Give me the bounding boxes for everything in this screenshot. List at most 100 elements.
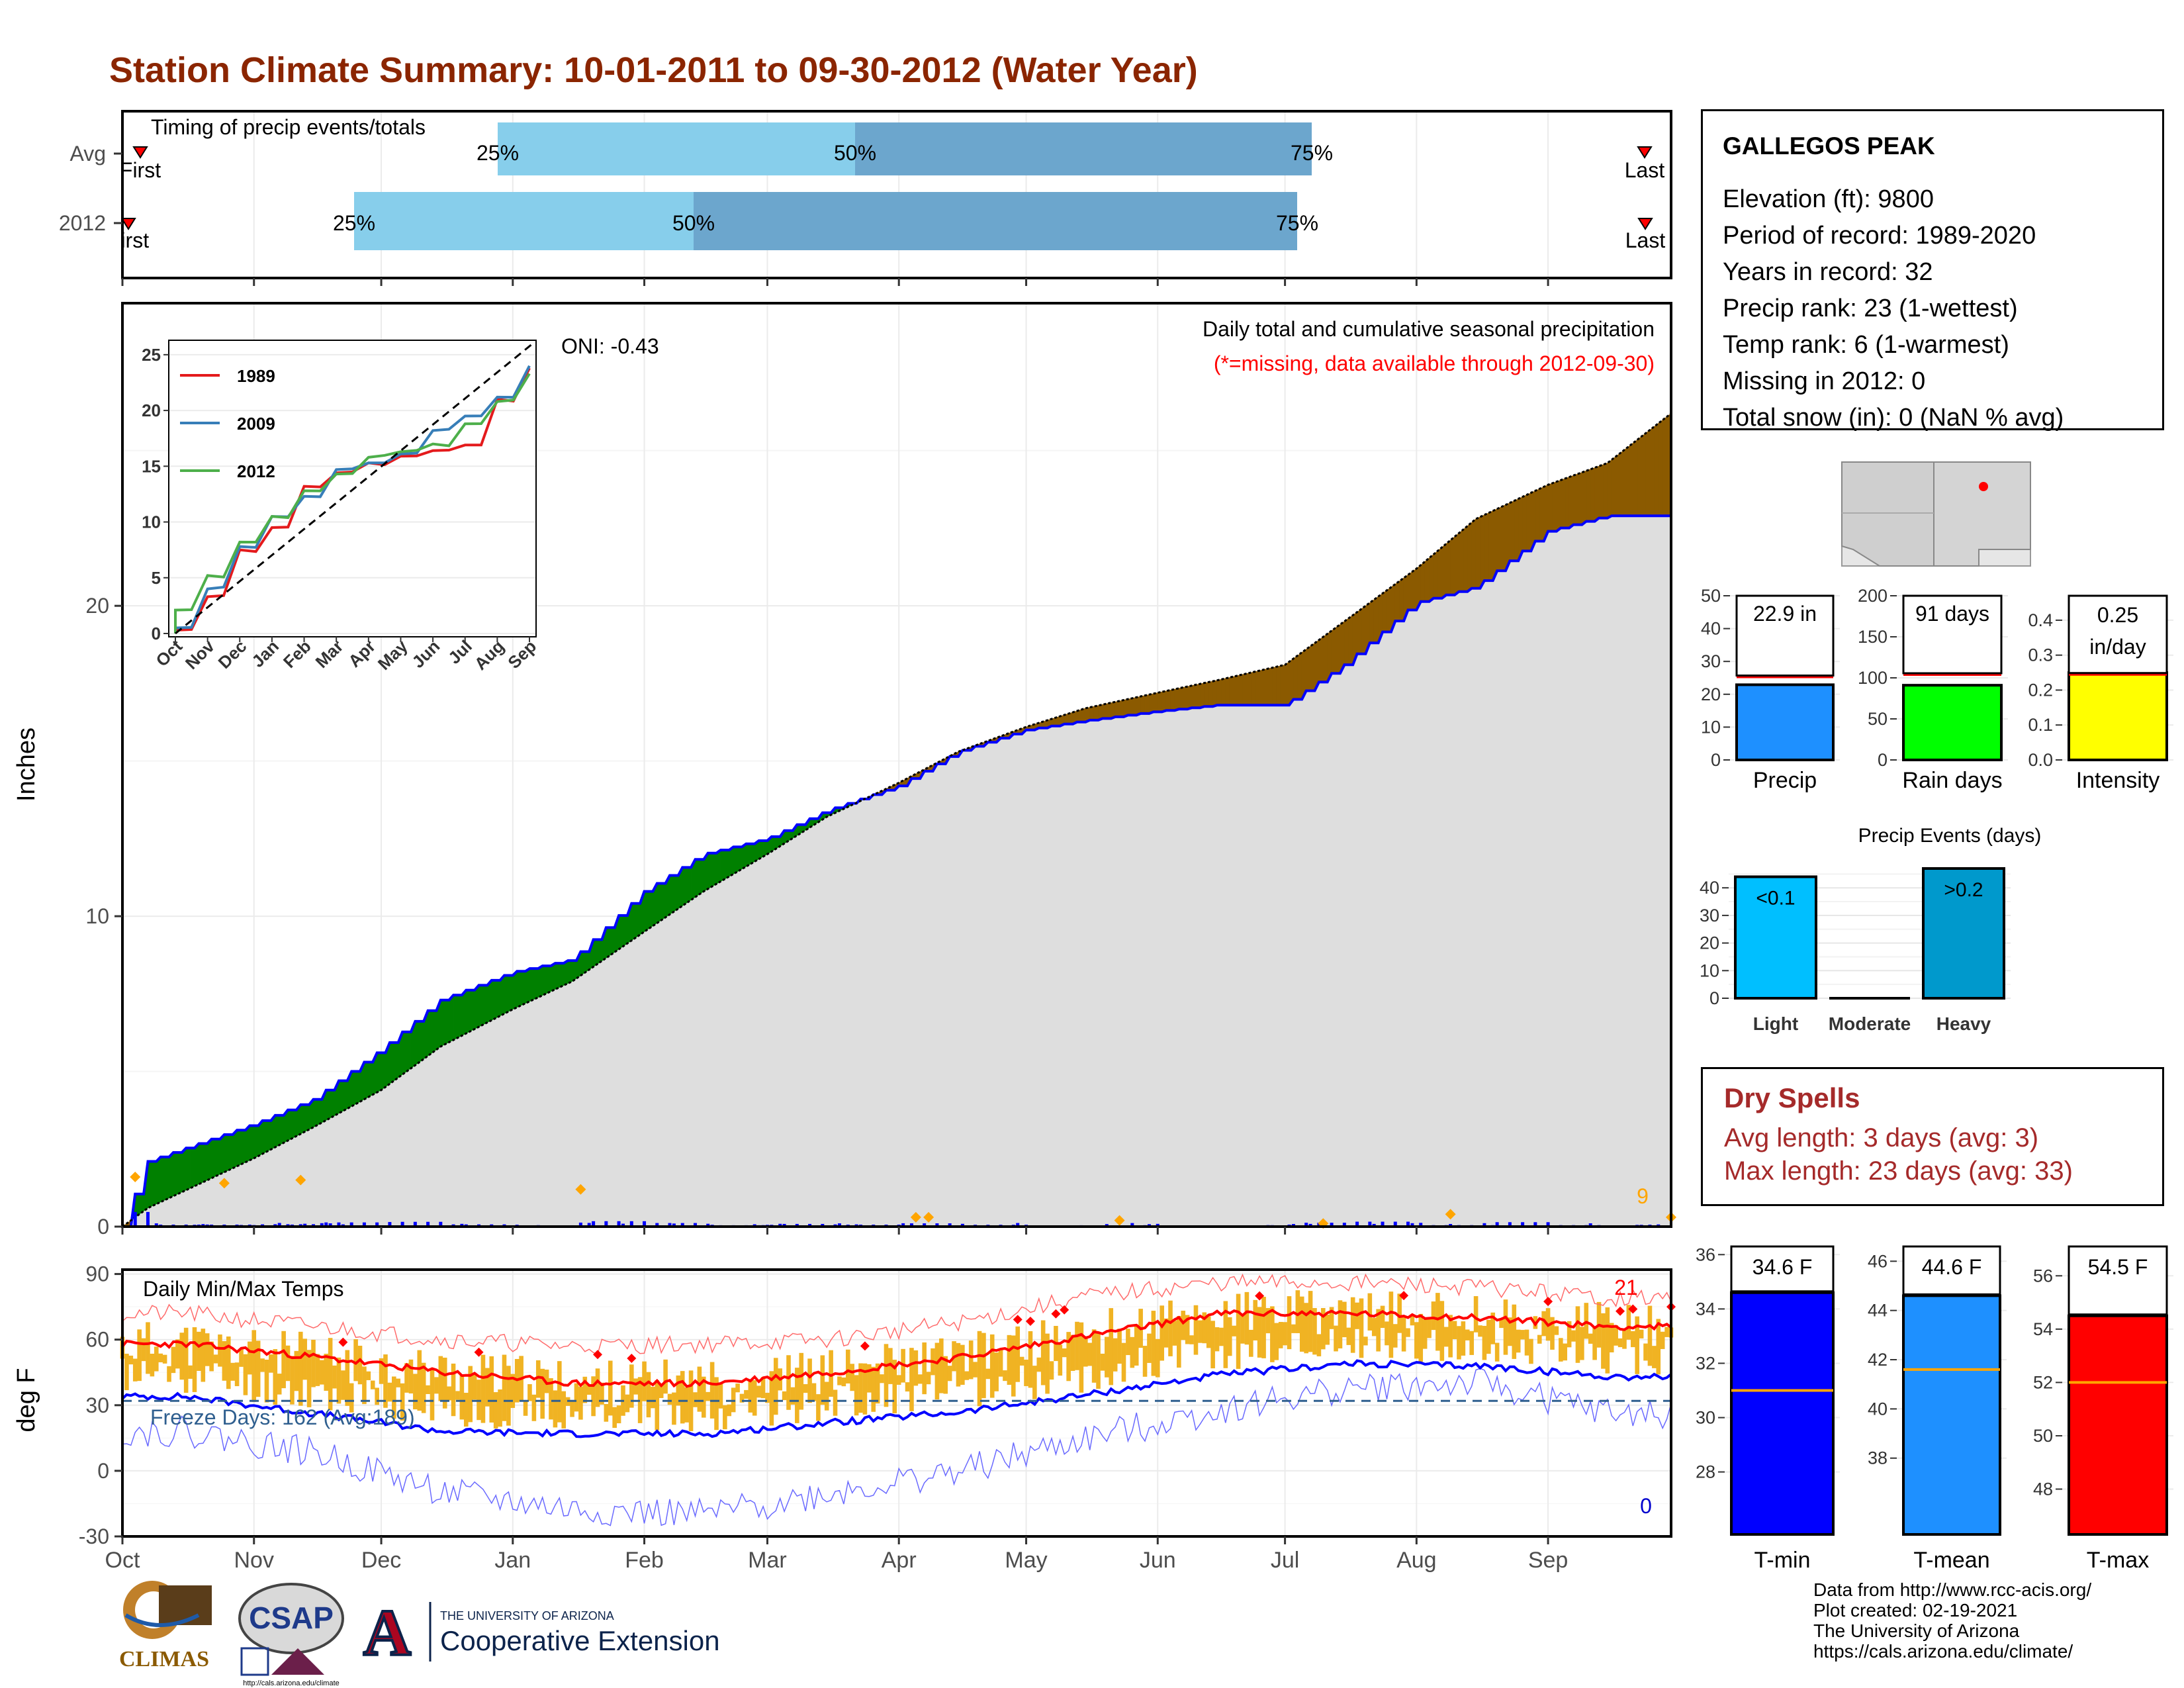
daily-temp-bar: [884, 1344, 889, 1407]
ua-small-text: THE UNIVERSITY OF ARIZONA: [440, 1609, 614, 1622]
avg-last-label: Last: [1625, 158, 1665, 182]
daily-temp-bar: [535, 1360, 541, 1398]
precip-difference-segment: [394, 1042, 399, 1082]
inset-legend-label: 1989: [237, 366, 275, 386]
daily-temp-bar: [667, 1393, 672, 1405]
precip-difference-segment: [1183, 686, 1188, 710]
daily-temp-bar: [1075, 1321, 1079, 1370]
timing-ticks: [121, 278, 1549, 286]
daily-temp-bar: [298, 1331, 303, 1406]
precip-ytick-label: 10: [85, 904, 109, 928]
precip-difference-segment: [707, 853, 713, 890]
daily-temp-bar: [379, 1358, 384, 1384]
tmin-ytick-label: 36: [1696, 1244, 1715, 1264]
daily-temp-bar: [964, 1371, 970, 1380]
daily-temp-bar: [612, 1407, 617, 1429]
daily-temp-bar: [709, 1362, 715, 1419]
precip-difference-segment: [1645, 429, 1651, 516]
daily-precip-bar: [706, 1223, 710, 1227]
daily-temp-bar: [1096, 1333, 1101, 1389]
temp-summary-bars: 28 30 32 34 36 34.6 F T-min 38 40 42 44 46 44.6 F T-m…: [1696, 1244, 2173, 1573]
missing-data-marker: [295, 1174, 306, 1186]
daily-temp-bar: [332, 1365, 337, 1389]
precip-ylabel: Inches: [13, 727, 40, 802]
precip-difference-segment: [1501, 504, 1506, 571]
daily-temp-bar: [306, 1350, 312, 1407]
daily-temp-bar: [1601, 1313, 1606, 1369]
daily-temp-bar: [269, 1354, 273, 1373]
precip-annotation-title: Daily total and cumulative seasonal prec…: [1203, 317, 1655, 341]
precip-difference-segment: [470, 990, 475, 1032]
precip-difference-segment: [1577, 472, 1582, 525]
record-high-marker: [474, 1347, 484, 1357]
daily-temp-bar: [375, 1387, 379, 1405]
precip-difference-segment: [1369, 599, 1375, 643]
credit-url: https://cals.arizona.edu/climate/: [1813, 1641, 2073, 1662]
daily-temp-bar: [1185, 1315, 1190, 1344]
daily-temp-bar: [1529, 1338, 1533, 1364]
intensity-ytick-label: 0.2: [2028, 680, 2053, 700]
daily-precip-bar: [923, 1223, 927, 1227]
precip-difference-segment: [1285, 661, 1290, 706]
record-high-marker: [1060, 1305, 1069, 1315]
daily-temp-bar: [1524, 1329, 1529, 1356]
record-max-line: [122, 1273, 1672, 1355]
precip-ytick-label: 10: [1701, 717, 1721, 737]
rain_days-value-label: 91 days: [1915, 602, 1989, 626]
daily-precip-bar: [460, 1223, 464, 1227]
daily-temp-bar: [1219, 1327, 1224, 1346]
tmean-value-label: 44.6 F: [1922, 1255, 1982, 1279]
daily-temp-bar: [905, 1382, 910, 1392]
temp-xtick-label: Feb: [625, 1548, 664, 1573]
temp-ytick-label: 90: [85, 1262, 109, 1286]
average-max-line: [121, 1309, 1672, 1388]
precip-difference-segment: [623, 915, 628, 947]
daily-temp-bar: [790, 1387, 796, 1405]
precip-difference-segment: [368, 1062, 373, 1098]
events-category-label: Light: [1753, 1013, 1798, 1034]
daily-precip-bar: [782, 1223, 786, 1227]
daily-precip-bar: [337, 1222, 341, 1227]
precip-difference-segment: [1590, 467, 1595, 522]
daily-temp-bar: [1397, 1293, 1402, 1333]
inset-series-2009: [174, 365, 531, 633]
temp-xtick-label: Nov: [234, 1548, 274, 1573]
daily-temp-bar: [1325, 1314, 1330, 1345]
precip-difference-segment: [1619, 449, 1625, 516]
daily-temp-bar: [811, 1383, 817, 1401]
precip-annotation-missing: (*=missing, data available through 2012-…: [1214, 352, 1655, 375]
record-high-marker: [338, 1337, 348, 1347]
precip-difference-segment: [695, 859, 700, 898]
daily-temp-bar: [324, 1354, 329, 1391]
daily-temp-bar: [888, 1348, 893, 1384]
daily-temp-bar: [396, 1378, 401, 1387]
daily-temp-bar: [1520, 1330, 1525, 1340]
daily-precip-bar: [1482, 1223, 1486, 1227]
precip-difference-segment: [482, 985, 488, 1025]
daily-temp-bar: [413, 1374, 418, 1410]
daily-temp-bar: [1406, 1328, 1410, 1337]
precip-difference-segment: [1445, 539, 1451, 596]
daily-temp-bar: [328, 1338, 333, 1411]
tmean-label-box: [1902, 1245, 2001, 1295]
daily-temp-bar: [833, 1389, 838, 1416]
daily-temp-bar: [294, 1350, 299, 1391]
state-map: [1841, 461, 2031, 567]
daily-temp-bar: [1503, 1299, 1508, 1355]
daily-precip-bar: [778, 1223, 782, 1227]
precip-difference-segment: [1628, 442, 1633, 516]
daily-temp-bar: [1385, 1321, 1389, 1346]
daily-temp-bar: [553, 1390, 558, 1428]
daily-temp-bar: [549, 1378, 553, 1420]
daily-temp-bar: [463, 1393, 469, 1427]
precip-difference-segment: [1484, 512, 1489, 581]
precip-difference-segment: [1276, 665, 1281, 706]
daily-temp-bar: [1249, 1329, 1253, 1357]
daily-temp-bar: [820, 1355, 825, 1405]
precip-difference-segment: [1633, 439, 1638, 516]
events-ytick-label: 10: [1700, 961, 1719, 980]
intensity-label-box: [2068, 594, 2168, 675]
daily-temp-bar: [1274, 1323, 1279, 1360]
daily-temp-bar: [239, 1349, 244, 1367]
precip-difference-segment: [551, 962, 556, 992]
